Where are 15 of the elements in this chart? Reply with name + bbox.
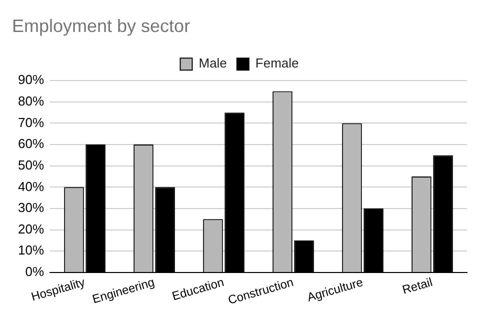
y-tick-label: 30% <box>18 200 44 216</box>
y-tick-label: 20% <box>18 221 44 236</box>
legend-label: Male <box>198 56 227 71</box>
y-tick-label: 0% <box>25 264 44 280</box>
y-tick-label: 10% <box>18 242 44 258</box>
x-tick-label: Retail <box>400 274 434 297</box>
chart-title: Employment by sector <box>12 16 190 36</box>
y-tick-label: 70% <box>18 114 44 130</box>
legend-label: Female <box>255 56 299 71</box>
y-tick-label: 90% <box>18 72 44 88</box>
y-tick-label: 50% <box>18 157 44 172</box>
y-tick-label: 80% <box>18 93 44 108</box>
y-tick-label: 60% <box>18 136 44 152</box>
x-tick-label: Education <box>170 274 226 304</box>
y-tick-label: 40% <box>18 178 44 194</box>
